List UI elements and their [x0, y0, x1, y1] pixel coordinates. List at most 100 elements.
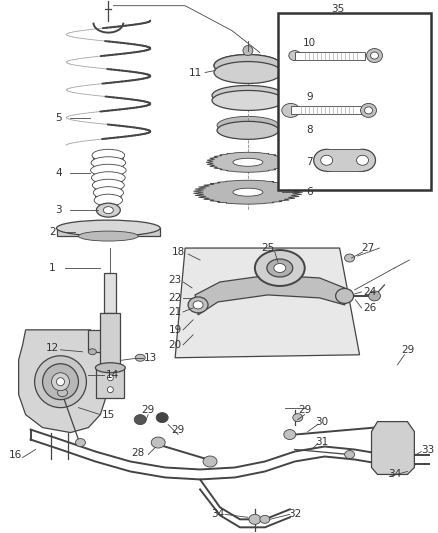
Text: 34: 34 [388, 470, 401, 480]
Ellipse shape [357, 155, 368, 165]
Ellipse shape [151, 437, 165, 448]
Polygon shape [193, 180, 303, 204]
Ellipse shape [274, 263, 286, 272]
Text: 19: 19 [169, 325, 182, 335]
Text: 24: 24 [363, 287, 376, 297]
Ellipse shape [267, 259, 293, 277]
Ellipse shape [78, 231, 138, 241]
Ellipse shape [92, 172, 125, 184]
Polygon shape [195, 275, 348, 315]
Text: 4: 4 [55, 168, 62, 178]
Text: 29: 29 [172, 425, 185, 434]
Ellipse shape [57, 378, 64, 386]
Ellipse shape [91, 164, 126, 176]
Ellipse shape [368, 291, 381, 301]
Ellipse shape [367, 49, 382, 62]
Ellipse shape [249, 514, 261, 524]
Text: 9: 9 [307, 92, 313, 102]
Ellipse shape [233, 158, 263, 166]
Text: 31: 31 [315, 437, 328, 447]
Ellipse shape [336, 288, 353, 303]
Ellipse shape [282, 103, 300, 117]
Bar [88, 330, 118, 352]
Text: 27: 27 [361, 243, 374, 253]
Bar [291, 107, 360, 115]
Ellipse shape [96, 203, 120, 217]
Polygon shape [371, 422, 414, 474]
Ellipse shape [107, 375, 113, 381]
Bar [100, 313, 120, 368]
Ellipse shape [57, 389, 67, 397]
Text: 21: 21 [169, 307, 182, 317]
Polygon shape [19, 330, 110, 433]
Text: 23: 23 [169, 275, 182, 285]
Ellipse shape [289, 51, 301, 61]
Ellipse shape [203, 456, 217, 467]
Ellipse shape [107, 386, 113, 393]
Text: 25: 25 [261, 243, 275, 253]
Bar [278, 13, 431, 190]
Ellipse shape [212, 91, 284, 110]
Ellipse shape [156, 413, 168, 423]
Text: 10: 10 [303, 38, 316, 47]
Ellipse shape [95, 363, 125, 373]
Ellipse shape [193, 301, 203, 309]
Text: 5: 5 [55, 114, 62, 123]
Text: 14: 14 [106, 370, 119, 379]
Bar [104, 273, 117, 313]
Ellipse shape [214, 54, 282, 77]
Bar [96, 368, 124, 398]
Text: 13: 13 [144, 353, 157, 363]
Ellipse shape [135, 354, 145, 361]
Ellipse shape [188, 297, 208, 313]
Ellipse shape [212, 85, 284, 106]
Text: 6: 6 [307, 187, 313, 197]
Ellipse shape [91, 157, 126, 169]
Text: 7: 7 [307, 157, 313, 167]
Text: 20: 20 [169, 340, 182, 350]
Ellipse shape [321, 155, 332, 165]
Text: 33: 33 [421, 445, 434, 455]
Ellipse shape [35, 356, 86, 408]
Ellipse shape [88, 349, 96, 355]
Text: 2: 2 [49, 227, 56, 237]
Ellipse shape [364, 107, 372, 114]
Ellipse shape [233, 188, 263, 196]
Ellipse shape [345, 254, 355, 262]
Ellipse shape [345, 450, 355, 458]
Ellipse shape [217, 122, 279, 139]
Bar [327, 149, 363, 171]
Text: 32: 32 [288, 510, 301, 519]
Ellipse shape [214, 61, 282, 84]
Text: 3: 3 [55, 205, 62, 215]
Polygon shape [206, 152, 290, 172]
Ellipse shape [94, 194, 123, 206]
Text: 16: 16 [9, 449, 22, 459]
Ellipse shape [42, 364, 78, 400]
Text: 29: 29 [298, 405, 311, 415]
Text: 29: 29 [401, 345, 414, 355]
Text: 18: 18 [172, 247, 185, 257]
Ellipse shape [103, 207, 113, 214]
Text: 34: 34 [212, 510, 225, 519]
Ellipse shape [360, 103, 377, 117]
Text: 8: 8 [307, 125, 313, 135]
Polygon shape [57, 228, 160, 236]
Text: 29: 29 [141, 405, 155, 415]
Polygon shape [175, 248, 360, 358]
Ellipse shape [217, 116, 279, 134]
Text: 12: 12 [46, 343, 59, 353]
Ellipse shape [57, 220, 160, 236]
Ellipse shape [214, 54, 282, 77]
Ellipse shape [284, 430, 296, 440]
Ellipse shape [93, 187, 124, 199]
Text: 22: 22 [169, 293, 182, 303]
Ellipse shape [75, 439, 85, 447]
Ellipse shape [260, 515, 270, 523]
Bar [295, 52, 364, 60]
Ellipse shape [314, 149, 339, 171]
Text: 11: 11 [188, 68, 202, 77]
Ellipse shape [92, 149, 125, 161]
Ellipse shape [134, 415, 146, 425]
Ellipse shape [92, 179, 124, 191]
